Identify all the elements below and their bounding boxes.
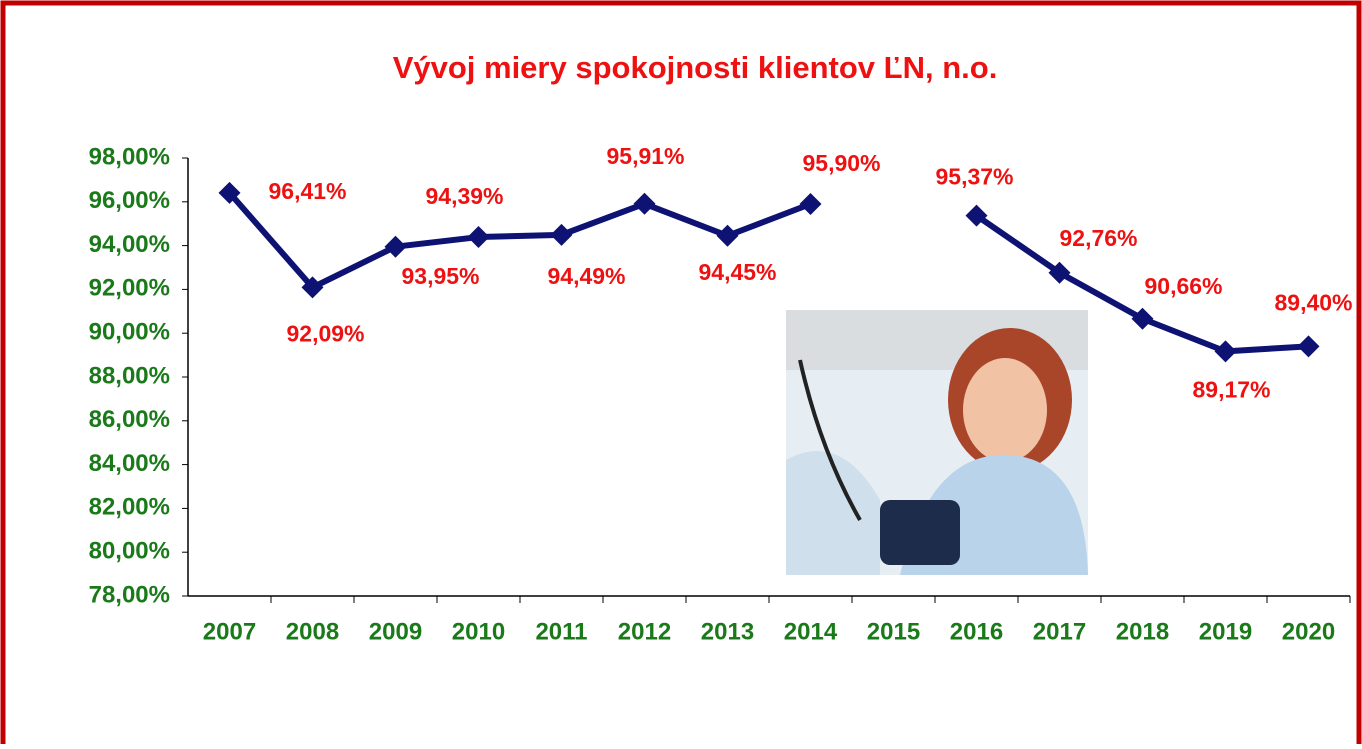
chart-title: Vývoj miery spokojnosti klientov ĽN, n.o… xyxy=(393,50,998,85)
x-tick-label: 2018 xyxy=(1116,618,1169,645)
y-tick-label: 84,00% xyxy=(89,450,170,477)
data-label: 92,76% xyxy=(1059,225,1137,251)
x-tick-label: 2010 xyxy=(452,618,505,645)
photo xyxy=(786,310,1088,575)
y-tick-label: 86,00% xyxy=(89,406,170,433)
data-label: 94,39% xyxy=(425,183,503,209)
x-tick-label: 2015 xyxy=(867,618,920,645)
y-tick-label: 88,00% xyxy=(89,362,170,389)
y-tick-label: 92,00% xyxy=(89,275,170,302)
data-label: 94,45% xyxy=(698,259,776,285)
y-tick-label: 90,00% xyxy=(89,319,170,346)
chart: Vývoj miery spokojnosti klientov ĽN, n.o… xyxy=(0,0,1362,744)
data-label: 95,91% xyxy=(606,143,684,169)
data-label: 89,40% xyxy=(1274,289,1352,315)
x-tick-label: 2012 xyxy=(618,618,671,645)
x-tick-label: 2009 xyxy=(369,618,422,645)
y-tick-label: 98,00% xyxy=(89,143,170,170)
x-tick-label: 2008 xyxy=(286,618,339,645)
x-tick-label: 2011 xyxy=(535,618,587,645)
y-tick-label: 96,00% xyxy=(89,187,170,214)
x-tick-label: 2016 xyxy=(950,618,1003,645)
data-label: 94,49% xyxy=(547,263,625,289)
y-tick-label: 94,00% xyxy=(89,231,170,258)
data-label: 89,17% xyxy=(1192,376,1270,402)
data-label: 96,41% xyxy=(268,178,346,204)
data-label: 93,95% xyxy=(401,263,479,289)
y-tick-label: 82,00% xyxy=(89,494,170,521)
data-label: 92,09% xyxy=(286,321,364,347)
x-tick-label: 2013 xyxy=(701,618,754,645)
x-tick-label: 2019 xyxy=(1199,618,1252,645)
x-tick-label: 2014 xyxy=(784,618,838,645)
x-tick-label: 2020 xyxy=(1282,618,1335,645)
y-tick-label: 78,00% xyxy=(89,581,170,608)
y-tick-label: 80,00% xyxy=(89,538,170,565)
data-label: 95,37% xyxy=(935,164,1013,190)
data-label: 95,90% xyxy=(802,150,880,176)
x-tick-label: 2007 xyxy=(203,618,256,645)
x-tick-label: 2017 xyxy=(1033,618,1086,645)
data-label: 90,66% xyxy=(1144,273,1222,299)
